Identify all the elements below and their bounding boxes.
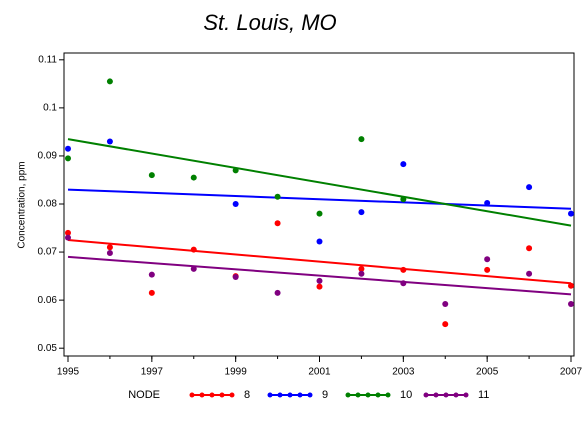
- plot-frame: [63, 52, 575, 357]
- data-point: [232, 167, 239, 174]
- data-point: [400, 266, 407, 273]
- y-tick-label: 0.1: [43, 103, 57, 114]
- legend-dot: [355, 392, 361, 398]
- data-point: [274, 193, 281, 200]
- data-point: [358, 270, 365, 277]
- trend-line: [67, 255, 572, 296]
- legend-dot: [209, 392, 215, 398]
- y-tick-label: 0.07: [38, 247, 58, 258]
- data-point: [568, 300, 574, 307]
- data-point: [316, 210, 323, 217]
- legend-dot: [463, 392, 469, 398]
- legend-dot: [307, 392, 313, 398]
- legend-dot: [199, 392, 205, 398]
- data-point: [190, 265, 197, 272]
- data-point: [316, 238, 323, 245]
- y-axis-label: Concentration, ppm: [17, 161, 28, 248]
- legend-label: 8: [244, 389, 250, 401]
- legend-dot: [365, 392, 371, 398]
- data-point: [526, 270, 533, 277]
- data-point: [190, 174, 197, 181]
- data-point: [484, 256, 491, 263]
- legend-dot: [277, 392, 283, 398]
- data-point: [358, 265, 365, 272]
- data-point: [442, 321, 449, 328]
- legend-dot: [219, 392, 225, 398]
- y-tick-label: 0.11: [38, 54, 57, 65]
- legend-dot: [267, 392, 273, 398]
- x-tick-label: 2005: [476, 367, 499, 378]
- x-tick-label: 2007: [560, 367, 583, 378]
- data-point: [148, 289, 155, 296]
- x-tick-label: 1999: [225, 367, 248, 378]
- legend-title: NODE: [128, 389, 160, 401]
- trend-line: [67, 138, 572, 227]
- data-point: [274, 289, 281, 296]
- legend-dot: [453, 392, 459, 398]
- y-tick-label: 0.08: [38, 199, 58, 210]
- x-tick-label: 1997: [141, 367, 164, 378]
- data-point: [526, 245, 533, 252]
- x-tick-label: 2003: [392, 367, 415, 378]
- legend-dot: [375, 392, 381, 398]
- chart-title: St. Louis, MO: [203, 10, 336, 35]
- data-point: [484, 266, 491, 273]
- x-tick-label: 2001: [308, 367, 331, 378]
- data-point: [358, 209, 365, 216]
- data-point: [400, 196, 407, 203]
- data-point: [65, 229, 71, 236]
- data-point: [106, 138, 113, 145]
- data-point: [148, 271, 155, 278]
- legend-dot: [345, 392, 351, 398]
- legend-dot: [423, 392, 429, 398]
- legend-dot: [433, 392, 439, 398]
- data-point: [148, 172, 155, 179]
- data-point: [526, 184, 533, 191]
- x-tick-label: 1995: [57, 367, 80, 378]
- legend-dot: [287, 392, 293, 398]
- legend-dot: [297, 392, 303, 398]
- data-point: [106, 78, 113, 85]
- data-point: [358, 136, 365, 143]
- trend-line: [67, 188, 572, 210]
- legend-dot: [443, 392, 449, 398]
- data-point: [568, 210, 574, 217]
- data-point: [65, 155, 71, 162]
- data-point: [65, 145, 71, 152]
- data-point: [484, 200, 491, 207]
- data-point: [232, 201, 239, 207]
- data-point: [232, 274, 239, 281]
- data-point: [400, 280, 407, 287]
- legend-dot: [189, 392, 195, 398]
- data-point: [65, 234, 71, 241]
- y-tick-label: 0.09: [38, 151, 58, 162]
- data-point: [442, 300, 449, 307]
- trend-line: [67, 239, 572, 285]
- data-point: [400, 161, 407, 168]
- data-point: [274, 220, 281, 227]
- data-point: [190, 246, 197, 253]
- legend-dot: [229, 392, 235, 398]
- data-point: [106, 244, 113, 251]
- legend-label: 10: [400, 389, 412, 401]
- y-tick-label: 0.06: [38, 295, 58, 306]
- y-tick-label: 0.05: [38, 343, 58, 354]
- data-point: [316, 283, 323, 290]
- legend-label: 11: [478, 389, 489, 401]
- data-point: [568, 282, 574, 289]
- data-point: [316, 277, 323, 284]
- legend-label: 9: [322, 389, 328, 401]
- data-point: [106, 250, 113, 257]
- legend-dot: [385, 392, 391, 398]
